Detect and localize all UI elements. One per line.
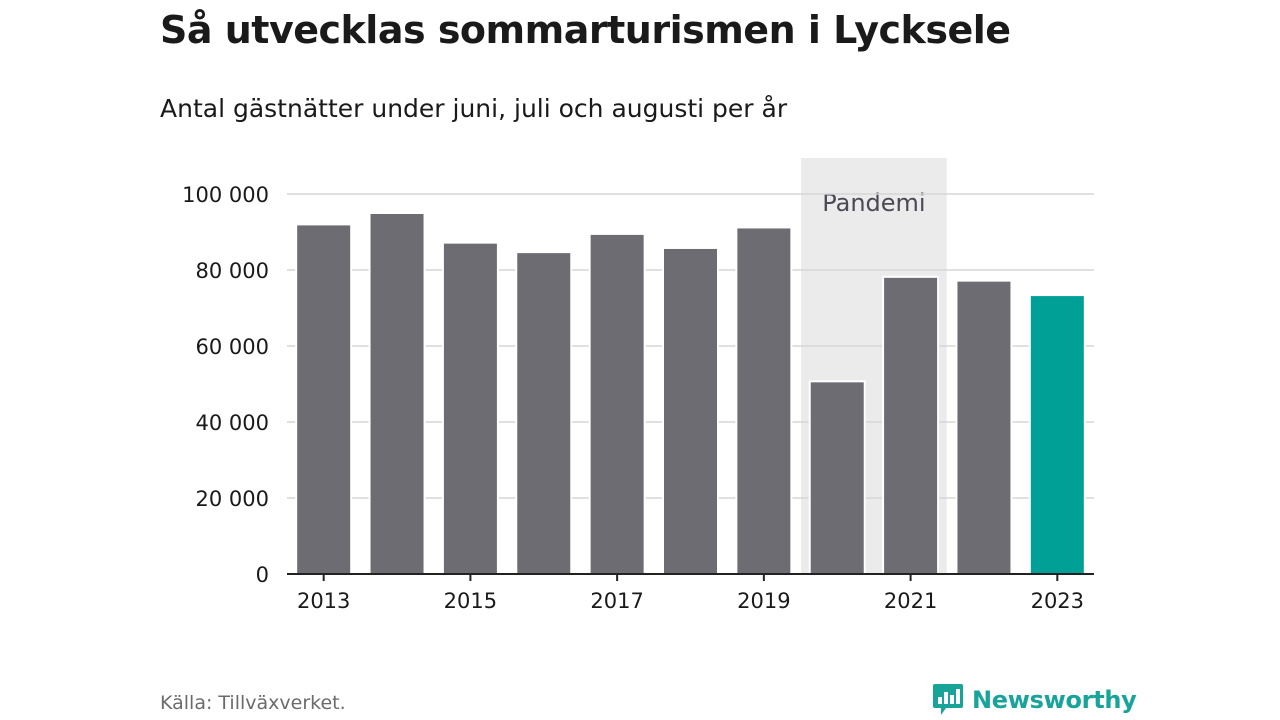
y-tick-label: 0 [256,563,269,587]
x-tick-label: 2019 [737,589,790,613]
y-tick-label: 40 000 [196,411,269,435]
chart-subtitle: Antal gästnätter under juni, juli och au… [160,94,788,123]
pandemic-label: Pandemi [822,189,925,217]
bar-2014 [368,212,426,575]
y-tick-label: 60 000 [196,335,269,359]
y-tick-label: 100 000 [182,183,269,207]
y-tick-label: 20 000 [196,487,269,511]
newsworthy-logo-icon [933,684,963,715]
x-tick-label: 2015 [444,589,497,613]
brand-name: Newsworthy [972,686,1137,714]
bar-2023 [1028,294,1086,575]
bar-2022 [955,279,1013,575]
x-tick-label: 2023 [1031,589,1084,613]
chart-title: Så utvecklas sommarturismen i Lycksele [160,8,1011,52]
bar-2013 [295,223,353,575]
x-tick-label: 2017 [590,589,643,613]
brand-logo: Newsworthy [932,682,1137,718]
bar-2019 [735,226,793,575]
bar-2020 [808,380,866,575]
bar-2016 [515,251,573,575]
bar-2021 [882,275,940,575]
x-tick-label: 2013 [297,589,350,613]
bar-2015 [441,241,499,575]
y-tick-label: 80 000 [196,259,269,283]
source-note: Källa: Tillväxverket. [160,692,346,714]
bar-2018 [662,246,719,576]
x-tick-label: 2021 [884,589,937,613]
bar-2017 [588,232,646,575]
